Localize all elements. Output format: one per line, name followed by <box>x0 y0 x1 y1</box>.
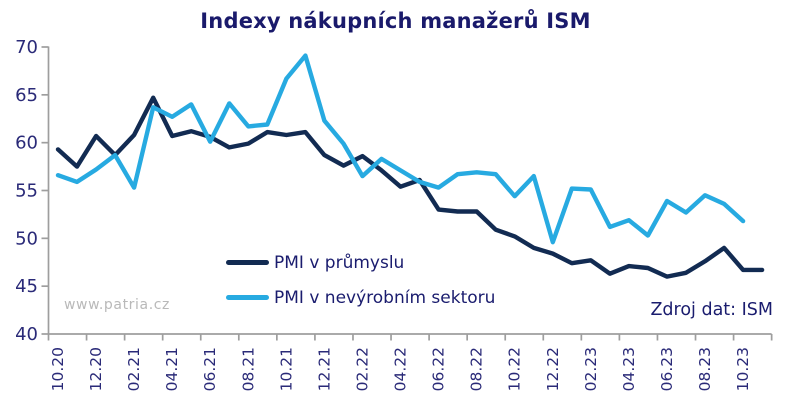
x-tick-label: 06.21 <box>201 347 219 391</box>
x-tick-label: 06.23 <box>658 347 676 391</box>
x-tick-label: 10.23 <box>734 347 752 391</box>
legend-item-services: PMI v nevýrobním sektoru <box>226 287 495 308</box>
legend-label-manufacturing: PMI v průmyslu <box>274 252 405 273</box>
x-tick-label: 12.20 <box>87 347 105 391</box>
data-source-note: Zdroj dat: ISM <box>650 300 773 320</box>
series-line-manufacturing <box>55 95 765 279</box>
chart-title: Indexy nákupních manažerů ISM <box>200 9 591 33</box>
x-tick-label: 10.21 <box>277 347 295 391</box>
y-tick-label: 55 <box>15 180 38 201</box>
legend-item-manufacturing: PMI v průmyslu <box>226 252 495 273</box>
x-tick-label: 10.20 <box>49 347 67 391</box>
x-tick-label: 08.23 <box>696 347 714 391</box>
x-tick-label: 02.23 <box>582 347 600 391</box>
y-tick-label: 45 <box>15 276 38 297</box>
x-tick-label: 12.21 <box>315 347 333 391</box>
chart-legend: PMI v průmyslu PMI v nevýrobním sektoru <box>226 252 495 308</box>
x-tick-label: 04.23 <box>620 347 638 391</box>
x-tick-label: 04.22 <box>392 347 410 391</box>
y-tick-label: 40 <box>15 324 38 345</box>
legend-line-swatch-manufacturing <box>226 260 269 265</box>
y-tick-label: 60 <box>15 133 38 154</box>
y-tick-label: 70 <box>15 37 38 58</box>
x-tick-label: 02.21 <box>125 347 143 391</box>
legend-line-swatch-services <box>226 295 269 300</box>
series-line-services <box>55 53 746 245</box>
x-tick-label: 10.22 <box>506 347 524 391</box>
y-tick-label: 65 <box>15 85 38 106</box>
legend-label-services: PMI v nevýrobním sektoru <box>274 287 496 308</box>
x-tick-label: 08.22 <box>468 347 486 391</box>
x-tick-label: 06.22 <box>430 347 448 391</box>
x-tick-label: 02.22 <box>353 347 371 391</box>
x-tick-label: 08.21 <box>239 347 257 391</box>
y-tick-label: 50 <box>15 228 38 249</box>
watermark: www.patria.cz <box>64 297 170 313</box>
x-tick-label: 04.21 <box>163 347 181 391</box>
x-tick-label: 12.22 <box>544 347 562 391</box>
